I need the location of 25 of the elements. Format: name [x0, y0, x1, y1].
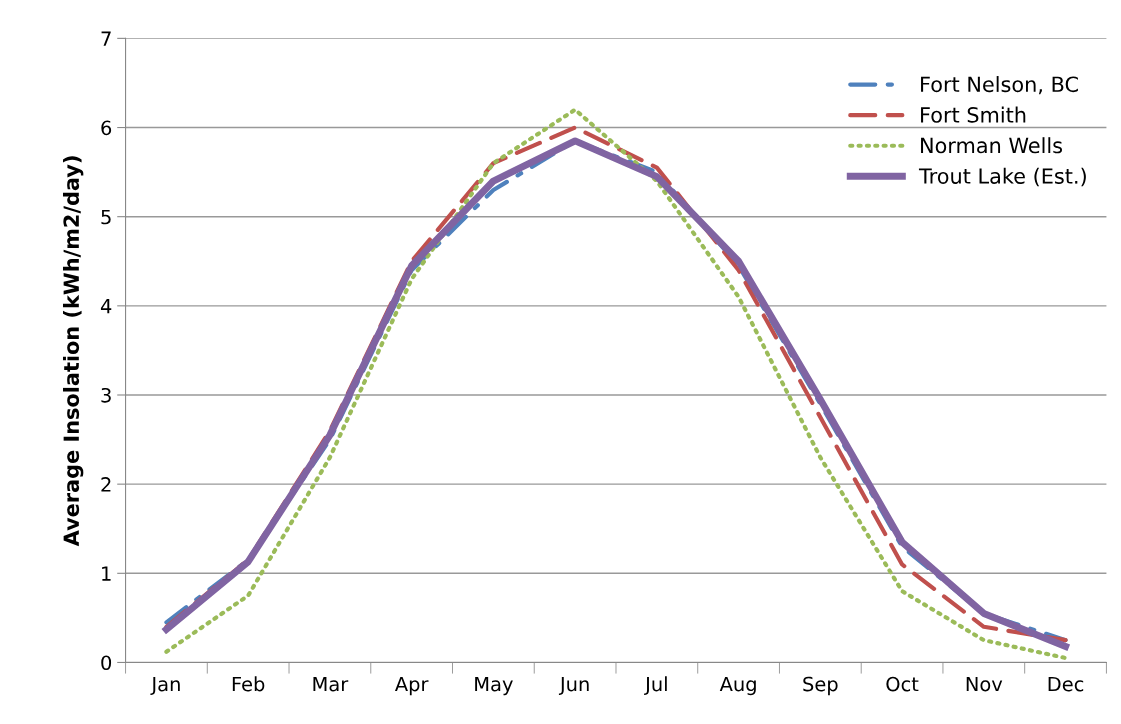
- x-tick-label: Apr: [394, 676, 429, 696]
- x-tick-label: Oct: [886, 676, 919, 692]
- x-tick-label: Feb: [232, 676, 265, 692]
- legend-label: Fort Nelson, BC: [921, 76, 1078, 95]
- legend-label: Fort Smith: [921, 106, 1026, 123]
- y-tick-label: 4: [100, 299, 112, 314]
- legend-label: Norman Wells: [921, 137, 1063, 154]
- x-tick-label: Jan: [150, 676, 180, 696]
- y-tick-label: 5: [101, 209, 111, 225]
- x-tick-label: May: [475, 676, 513, 696]
- y-tick-label: 7: [101, 31, 111, 46]
- y-tick-label: 3: [101, 387, 111, 403]
- y-tick-label: 6: [101, 120, 112, 136]
- y-axis-title: Average Insolation (kWh/m2/day): [62, 156, 84, 547]
- y-tick-label: 2: [101, 477, 111, 492]
- y-tick-label: 0: [101, 655, 112, 671]
- x-tick-label: Jul: [644, 676, 667, 696]
- x-tick-label: Jun: [558, 676, 589, 696]
- x-tick-label: Sep: [803, 676, 838, 696]
- x-tick-label: Aug: [719, 676, 756, 696]
- x-tick-label: Dec: [1048, 676, 1084, 692]
- x-tick-label: Mar: [313, 676, 349, 692]
- x-tick-label: Nov: [966, 676, 1003, 692]
- legend-label: Trout Lake (Est.): [918, 167, 1086, 187]
- y-tick-label: 1: [102, 566, 111, 581]
